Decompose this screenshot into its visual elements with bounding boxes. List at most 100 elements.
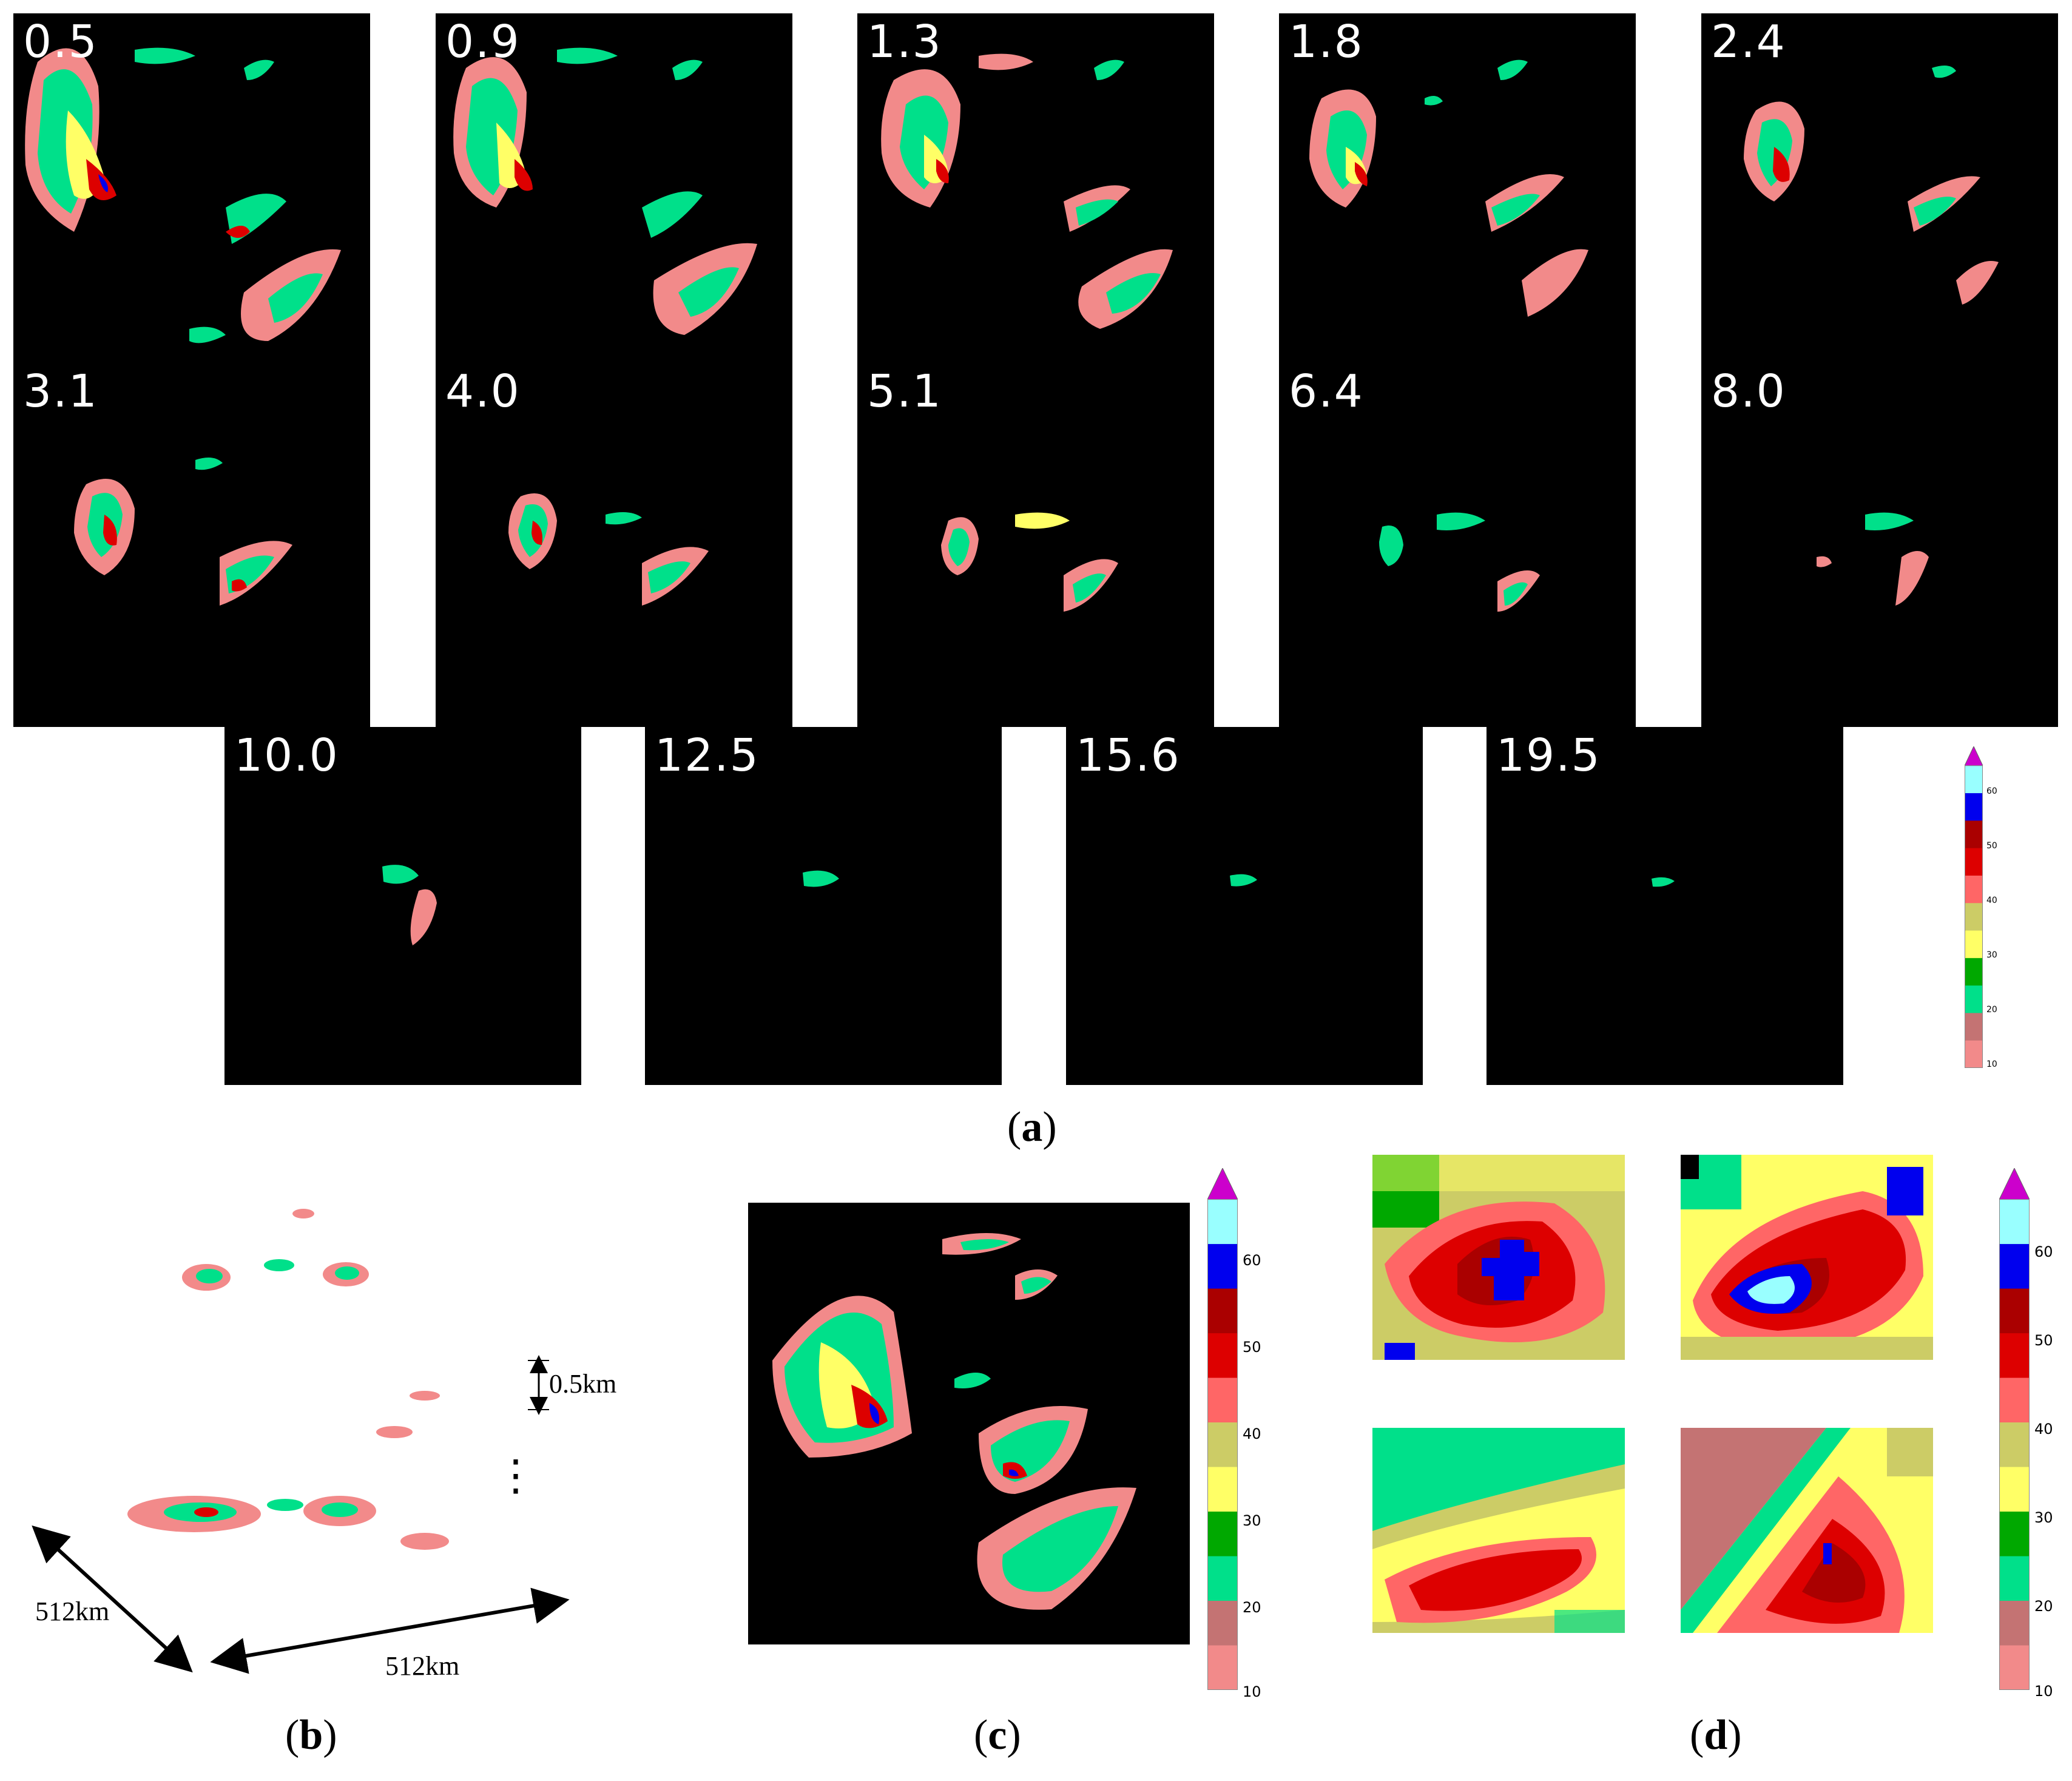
colorbar-swatch xyxy=(1207,1422,1238,1468)
caption-a: (a) xyxy=(1007,1104,1057,1151)
colorbar-swatch xyxy=(1207,1244,1238,1289)
colorbar-swatch xyxy=(1207,1556,1238,1601)
layer-echoes xyxy=(127,1209,449,1550)
radar-panel: 15.6 xyxy=(1066,727,1423,1085)
radar-echo-image xyxy=(1379,512,1540,612)
colorbar-border xyxy=(1999,1199,2030,1690)
caption-d: (d) xyxy=(1690,1712,1742,1759)
height-label: 0.9 xyxy=(445,16,521,68)
radar-echo-image xyxy=(25,47,341,343)
colorbar-swatch xyxy=(1999,1422,2030,1468)
zoom-patch xyxy=(1372,1428,1625,1633)
colorbar-swatch xyxy=(1999,1601,2030,1646)
radar-echo-image xyxy=(382,865,437,945)
radar-echo-image xyxy=(508,493,709,606)
colorbar-tick-label: 10 xyxy=(2034,1683,2053,1700)
radar-panel: 4.0 xyxy=(436,363,792,727)
colorbar-tick-label: 20 xyxy=(1243,1599,1261,1616)
zoom-patch xyxy=(1372,1155,1625,1360)
colorbar-swatch xyxy=(1207,1199,1238,1245)
colorbar-swatch xyxy=(1999,1199,2030,1245)
radar-panel: 12.5 xyxy=(645,727,1002,1085)
colorbar-tick-label: 20 xyxy=(1986,1005,1997,1015)
colorbar-border xyxy=(1207,1199,1238,1690)
height-label: 6.4 xyxy=(1289,365,1364,417)
radar-panel: 5.1 xyxy=(857,363,1214,727)
colorbar-swatch xyxy=(1999,1377,2030,1423)
radar-panel: 1.3 xyxy=(857,13,1214,363)
colorbar-swatch xyxy=(1965,903,1983,931)
colorbar-swatches xyxy=(1207,1168,1238,1690)
colorbar-tick-label: 10 xyxy=(1986,1059,1997,1069)
radar-echo-image xyxy=(1817,512,1929,606)
colorbar-swatch xyxy=(1207,1512,1238,1557)
radar-panel: 8.0 xyxy=(1701,363,2058,727)
radar-echo-image xyxy=(803,870,839,887)
colorbar-swatch xyxy=(1207,1333,1238,1379)
radar-panel: 6.4 xyxy=(1279,363,1636,727)
dimension-arrows xyxy=(32,1355,570,1674)
colorbar-tick-label: 30 xyxy=(1243,1512,1261,1529)
colorbar-tick-label: 40 xyxy=(1243,1425,1261,1442)
colorbar-tick-label: 50 xyxy=(1986,841,1997,851)
colorbar-tick-label: 60 xyxy=(1986,786,1997,796)
colorbar-swatch xyxy=(1999,1645,2030,1690)
radar-panel: 3.1 xyxy=(13,363,370,727)
colorbar-swatches xyxy=(1999,1168,2030,1690)
colorbar-swatch xyxy=(1965,820,1983,849)
colorbar-swatch xyxy=(1965,1013,1983,1041)
colorbar-tick-label: 50 xyxy=(2034,1332,2053,1349)
colorbar-swatch xyxy=(1207,1288,1238,1334)
colorbar-swatch xyxy=(1965,958,1983,986)
colorbar-swatch xyxy=(1965,793,1983,821)
colorbar-swatch xyxy=(1999,1556,2030,1601)
colorbar-swatch xyxy=(1999,1288,2030,1334)
colorbar-swatch xyxy=(1965,1040,1983,1068)
height-label: 5.1 xyxy=(867,365,942,417)
radar-echo-image xyxy=(1652,877,1675,887)
colorbar: 60 50 40 30 20 10 xyxy=(1965,746,2019,1069)
ellipsis-dots: ⋮ xyxy=(494,1453,537,1499)
height-label: 4.0 xyxy=(445,365,521,417)
colorbar-tick-label: 30 xyxy=(2034,1509,2053,1526)
radar-panel: 2.4 xyxy=(1701,13,2058,363)
caption-c: (c) xyxy=(974,1712,1021,1759)
colorbar-tick-label: 60 xyxy=(2034,1243,2053,1260)
radar-echo-image xyxy=(881,53,1173,329)
colorbar: 60 50 40 30 20 10 xyxy=(1207,1168,1268,1700)
colorbar-tick-label: 10 xyxy=(1243,1683,1261,1700)
colorbar-swatches xyxy=(1965,746,1983,1068)
radar-panel: 1.8 xyxy=(1279,13,1636,363)
colorbar-tick-label: 60 xyxy=(1243,1252,1261,1269)
colorbar-border xyxy=(1965,765,1983,1068)
colorbar-swatch xyxy=(1965,875,1983,904)
layer-spacing-label: 0.5km xyxy=(549,1369,617,1399)
colorbar-swatch xyxy=(1999,1467,2030,1512)
height-label: 1.3 xyxy=(867,16,942,68)
radar-panel: 0.9 xyxy=(436,13,792,363)
radar-composite xyxy=(748,1203,1190,1644)
colorbar-tick-label: 30 xyxy=(1986,950,1997,960)
radar-echo-image xyxy=(1744,66,1999,305)
depth-label: 512km xyxy=(35,1597,110,1626)
height-label: 12.5 xyxy=(655,729,760,782)
colorbar-swatch xyxy=(1999,1333,2030,1379)
colorbar-tick-label: 20 xyxy=(2034,1598,2053,1615)
colorbar-swatch xyxy=(1207,1601,1238,1646)
height-label: 19.5 xyxy=(1496,729,1601,782)
height-label: 0.5 xyxy=(23,16,98,68)
height-label: 8.0 xyxy=(1711,365,1786,417)
zoom-patch xyxy=(1681,1428,1933,1633)
zoom-patch xyxy=(1681,1155,1933,1360)
radar-echo-image xyxy=(453,47,757,335)
height-label: 15.6 xyxy=(1076,729,1181,782)
radar-panel: 10.0 xyxy=(224,727,581,1085)
height-label: 1.8 xyxy=(1289,16,1364,68)
radar-panel: 0.5 xyxy=(13,13,370,363)
colorbar-tick-label: 40 xyxy=(1986,896,1997,905)
radar-echo-image xyxy=(1230,874,1257,887)
colorbar-swatch xyxy=(1965,765,1983,794)
radar-echo-image xyxy=(74,458,292,606)
radar-echo-image xyxy=(772,1233,1136,1610)
colorbar-swatch xyxy=(1999,1512,2030,1557)
